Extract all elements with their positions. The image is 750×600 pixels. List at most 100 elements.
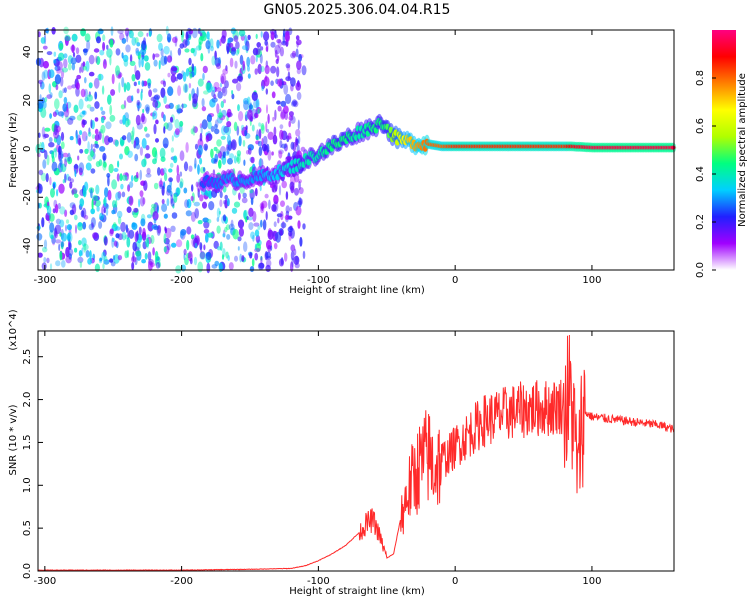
- noise-blob: [285, 93, 292, 105]
- noise-blob: [179, 171, 183, 177]
- noise-blob: [285, 205, 290, 214]
- noise-blob: [141, 56, 144, 68]
- noise-blob: [115, 65, 120, 76]
- noise-blob: [161, 185, 165, 196]
- noise-blob: [219, 191, 223, 199]
- noise-blob: [67, 156, 73, 165]
- noise-blob: [113, 168, 119, 172]
- spectrogram-y-axis-title: Frequency (Hz): [8, 112, 19, 188]
- noise-blob: [163, 95, 167, 104]
- noise-blob: [226, 146, 230, 155]
- noise-blob: [94, 101, 100, 109]
- noise-blob: [82, 110, 87, 116]
- noise-blob: [259, 46, 264, 51]
- noise-blob: [44, 150, 48, 160]
- noise-blob: [117, 255, 123, 261]
- x-tick-label: -200: [170, 576, 193, 587]
- noise-blob: [94, 263, 100, 273]
- noise-blob: [71, 204, 77, 215]
- noise-blob: [82, 65, 88, 71]
- noise-blob: [142, 197, 146, 205]
- noise-blob: [75, 82, 80, 90]
- noise-blob: [93, 48, 100, 53]
- noise-blob: [243, 241, 248, 252]
- noise-blob: [250, 197, 254, 206]
- noise-blob: [169, 162, 174, 168]
- noise-blob: [104, 135, 110, 146]
- y-tick-label: 0.0: [22, 563, 33, 579]
- noise-blob: [202, 72, 205, 81]
- noise-blob: [136, 99, 141, 106]
- noise-blob: [128, 229, 135, 239]
- noise-blob: [184, 83, 188, 93]
- noise-blob: [76, 74, 82, 80]
- noise-blob: [270, 41, 276, 48]
- noise-blob: [225, 125, 232, 136]
- noise-blob: [216, 217, 220, 222]
- figure-title: GN05.2025.306.04.04.R15: [264, 2, 451, 18]
- noise-blob: [112, 200, 116, 208]
- noise-blob: [77, 256, 84, 263]
- noise-blob: [54, 65, 61, 72]
- noise-blob: [266, 128, 270, 133]
- noise-blob: [259, 53, 263, 64]
- noise-blob: [95, 161, 101, 168]
- noise-blob: [119, 119, 124, 125]
- noise-blob: [295, 82, 302, 91]
- noise-blob: [205, 190, 212, 197]
- noise-blob: [192, 93, 198, 104]
- noise-blob: [243, 159, 246, 166]
- noise-blob: [231, 93, 235, 100]
- noise-blob: [81, 110, 86, 115]
- noise-blob: [82, 119, 87, 126]
- noise-blob: [238, 29, 246, 37]
- noise-blob: [148, 31, 152, 37]
- noise-blob: [82, 61, 86, 68]
- noise-blob: [118, 82, 121, 93]
- noise-blob: [200, 32, 203, 37]
- noise-blob: [98, 221, 103, 229]
- noise-blob: [216, 63, 221, 70]
- noise-blob: [139, 169, 142, 181]
- noise-blob: [152, 211, 159, 221]
- noise-blob: [267, 149, 272, 161]
- noise-blob: [166, 55, 173, 63]
- noise-blob: [126, 237, 131, 248]
- noise-blob: [101, 85, 105, 95]
- noise-blob: [290, 261, 294, 273]
- noise-blob: [298, 180, 301, 191]
- noise-blob: [95, 56, 101, 65]
- noise-blob: [131, 95, 134, 102]
- colorbar-label: Normalized spectral amplitude: [737, 73, 748, 227]
- noise-blob: [41, 141, 45, 152]
- spectrogram-frame: [37, 29, 675, 271]
- noise-blob: [199, 194, 204, 202]
- noise-blob: [218, 210, 221, 215]
- noise-blob: [209, 38, 214, 49]
- noise-blob: [197, 188, 200, 198]
- noise-blob: [119, 173, 123, 182]
- noise-blob: [298, 187, 304, 195]
- noise-blob: [205, 251, 212, 261]
- noise-blob: [188, 57, 192, 66]
- noise-blob: [163, 80, 166, 88]
- noise-blob: [185, 68, 190, 77]
- noise-blob: [166, 122, 173, 131]
- noise-blob: [169, 116, 174, 123]
- noise-blob: [145, 133, 150, 138]
- noise-blob: [136, 230, 139, 241]
- noise-blob: [148, 89, 153, 98]
- noise-blob: [201, 119, 208, 130]
- noise-blob: [131, 262, 135, 270]
- noise-blob: [237, 236, 242, 242]
- noise-blob: [50, 234, 54, 240]
- noise-blob: [40, 107, 47, 119]
- noise-blob: [190, 195, 194, 202]
- noise-blob: [121, 37, 127, 44]
- noise-blob: [199, 157, 203, 165]
- noise-blob: [191, 63, 195, 72]
- noise-blob: [249, 189, 255, 200]
- noise-blob: [115, 233, 120, 239]
- noise-blob: [69, 115, 76, 121]
- noise-blob: [176, 164, 180, 175]
